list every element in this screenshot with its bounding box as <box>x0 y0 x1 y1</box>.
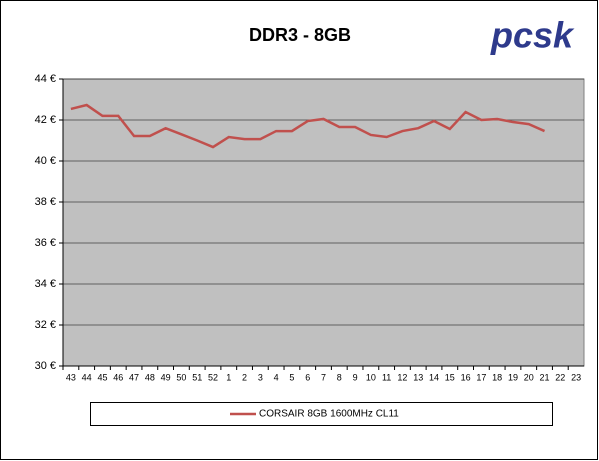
y-tick-label: 40 € <box>35 155 56 167</box>
x-tick-label: 47 <box>129 372 139 382</box>
x-tick-label: 52 <box>208 372 218 382</box>
x-tick-label: 21 <box>540 372 550 382</box>
plot-area <box>62 78 585 367</box>
x-tick-label: 13 <box>413 372 423 382</box>
x-tick-label: 51 <box>192 372 202 382</box>
x-tick-label: 4 <box>274 372 279 382</box>
x-tick-label: 10 <box>366 372 376 382</box>
y-tick-label: 36 € <box>35 237 56 249</box>
y-tick-label: 34 € <box>35 278 56 290</box>
logo: pcsk <box>490 15 575 56</box>
x-tick-label: 2 <box>242 372 247 382</box>
y-tick-label: 32 € <box>35 319 56 331</box>
legend-box <box>90 402 553 426</box>
chart-title: DDR3 - 8GB <box>249 25 351 45</box>
x-tick-label: 16 <box>461 372 471 382</box>
x-tick-label: 7 <box>321 372 326 382</box>
series-line <box>70 103 546 149</box>
legend-label: CORSAIR 8GB 1600MHz CL11 <box>259 409 399 420</box>
x-tick-label: 45 <box>97 372 107 382</box>
x-tick-label: 3 <box>258 372 263 382</box>
x-tick-label: 48 <box>145 372 155 382</box>
x-tick-label: 8 <box>337 372 342 382</box>
x-tick-label: 15 <box>445 372 455 382</box>
x-tick-label: 14 <box>429 372 439 382</box>
x-tick-label: 49 <box>161 372 171 382</box>
x-tick-label: 17 <box>476 372 486 382</box>
x-tick-label: 5 <box>289 372 294 382</box>
x-tick-label: 18 <box>492 372 502 382</box>
x-tick-label: 44 <box>82 372 92 382</box>
y-tick-label: 30 € <box>35 360 56 372</box>
x-tick-label: 19 <box>508 372 518 382</box>
x-tick-label: 20 <box>524 372 534 382</box>
x-tick-label: 9 <box>353 372 358 382</box>
x-tick-label: 11 <box>382 372 391 382</box>
x-tick-label: 46 <box>113 372 123 382</box>
x-tick-label: 22 <box>555 372 565 382</box>
x-tick-label: 1 <box>226 372 231 382</box>
y-tick-label: 38 € <box>35 196 56 208</box>
y-tick-label: 42 € <box>35 114 56 126</box>
x-tick-label: 12 <box>397 372 407 382</box>
y-tick-label: 44 € <box>35 73 56 85</box>
x-tick-label: 6 <box>305 372 310 382</box>
x-tick-label: 23 <box>571 372 581 382</box>
x-tick-label: 50 <box>176 372 186 382</box>
x-tick-label: 43 <box>66 372 76 382</box>
